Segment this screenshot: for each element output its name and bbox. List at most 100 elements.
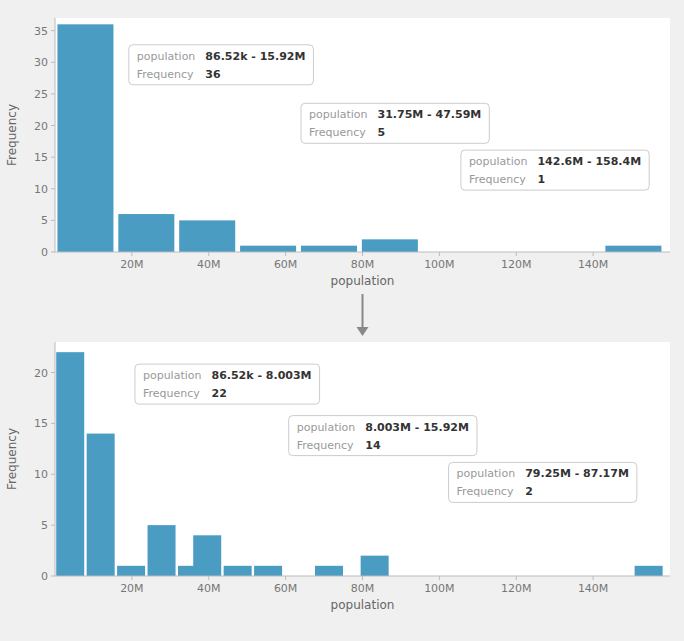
bar (117, 566, 145, 576)
y-axis-line (55, 18, 56, 252)
tooltip-value: 14 (365, 439, 381, 452)
figure: 20M40M60M80M100M120M140M05101520253035po… (0, 0, 684, 641)
x-axis-label: population (331, 274, 395, 288)
bar (315, 566, 343, 576)
tooltip-value: 22 (211, 387, 226, 400)
y-tick-label: 15 (34, 151, 48, 164)
tooltip-label: population (143, 369, 202, 382)
x-tick (285, 252, 286, 256)
tooltip-value: 86.52k - 8.003M (211, 369, 311, 382)
y-tick (51, 157, 55, 158)
x-tick-label: 140M (578, 258, 609, 271)
bar (301, 246, 357, 252)
tooltip-label: Frequency (297, 439, 354, 452)
tooltip-label: Frequency (469, 173, 526, 186)
y-tick (51, 423, 55, 424)
plot-background (55, 18, 670, 252)
tooltip-label: population (469, 155, 528, 168)
tooltip-value: 142.6M - 158.4M (537, 155, 641, 168)
x-tick-label: 20M (120, 582, 144, 595)
x-tick (131, 576, 132, 580)
x-tick (131, 252, 132, 256)
tooltip: populationFrequency79.25M - 87.17M2 (449, 462, 637, 502)
bar (118, 214, 174, 252)
x-tick (516, 252, 517, 256)
bar (57, 24, 113, 252)
x-tick-label: 40M (197, 258, 221, 271)
bar (635, 566, 663, 576)
tooltip-value: 1 (537, 173, 545, 186)
x-tick-label: 100M (424, 258, 455, 271)
tooltip-value: 31.75M - 47.59M (378, 108, 482, 121)
y-tick-label: 5 (41, 214, 48, 227)
bars (57, 24, 661, 252)
x-tick (285, 576, 286, 580)
x-tick-label: 80M (351, 582, 375, 595)
tooltip: population Frequency 142.6M - 158.4M 1 (461, 150, 649, 190)
y-tick-label: 0 (41, 570, 48, 583)
bar (148, 525, 176, 576)
y-tick-label: 0 (41, 246, 48, 259)
x-tick-label: 60M (274, 582, 298, 595)
y-tick (51, 372, 55, 373)
arrow-head (357, 327, 369, 336)
x-tick (593, 576, 594, 580)
bar (605, 246, 661, 252)
tooltip: populationFrequency31.75M - 47.59M5 (301, 103, 489, 143)
x-tick-label: 60M (274, 258, 298, 271)
bar (193, 535, 221, 576)
tooltip-value: 8.003M - 15.92M (365, 421, 469, 434)
x-tick (208, 576, 209, 580)
x-tick-label: 120M (501, 258, 532, 271)
tooltip-value: 79.25M - 87.17M (525, 467, 629, 480)
x-tick-label: 40M (197, 582, 221, 595)
bar (87, 434, 115, 576)
tooltip-label: population (137, 50, 196, 63)
y-tick (51, 252, 55, 253)
tooltip: population Frequency 8.003M - 15.92M 14 (289, 416, 477, 456)
tooltip-box (301, 103, 489, 143)
y-tick (51, 93, 55, 94)
x-tick (516, 576, 517, 580)
y-axis-line (55, 342, 56, 576)
tooltip-box (449, 462, 637, 502)
tooltip-label: population (457, 467, 516, 480)
y-tick (51, 62, 55, 63)
tooltip-label: Frequency (457, 485, 514, 498)
y-tick (51, 474, 55, 475)
bar (254, 566, 282, 576)
x-tick-label: 140M (578, 582, 609, 595)
tooltip-label: population (309, 108, 368, 121)
bar (362, 239, 418, 252)
tooltip: populationFrequency86.52k - 15.92M36 (129, 45, 314, 85)
y-tick-label: 20 (34, 367, 48, 380)
y-tick (51, 220, 55, 221)
y-tick (51, 525, 55, 526)
x-tick (362, 576, 363, 580)
x-tick (439, 576, 440, 580)
arrow (357, 294, 369, 336)
x-axis-label: population (331, 598, 395, 612)
chart: 20M40M60M80M100M120M140M05101520populati… (5, 342, 670, 612)
y-tick-label: 25 (34, 88, 48, 101)
y-tick-label: 35 (34, 25, 48, 38)
tooltip: populationFrequency86.52k - 8.003M22 (135, 364, 320, 404)
y-tick-label: 30 (34, 56, 48, 69)
y-tick (51, 125, 55, 126)
y-tick-label: 15 (34, 417, 48, 430)
x-tick (208, 252, 209, 256)
tooltip-value: 36 (205, 68, 221, 81)
bar (179, 220, 235, 252)
tooltip-value: 5 (378, 126, 386, 139)
bar (361, 556, 389, 576)
bar (240, 246, 296, 252)
tooltip-box (135, 364, 320, 404)
x-tick (439, 252, 440, 256)
arrow-shaft (362, 294, 364, 328)
x-tick (362, 252, 363, 256)
tooltip-label: population (297, 421, 356, 434)
plot-background (55, 342, 670, 576)
y-tick (51, 188, 55, 189)
bars (56, 352, 662, 576)
x-tick-label: 100M (424, 582, 455, 595)
